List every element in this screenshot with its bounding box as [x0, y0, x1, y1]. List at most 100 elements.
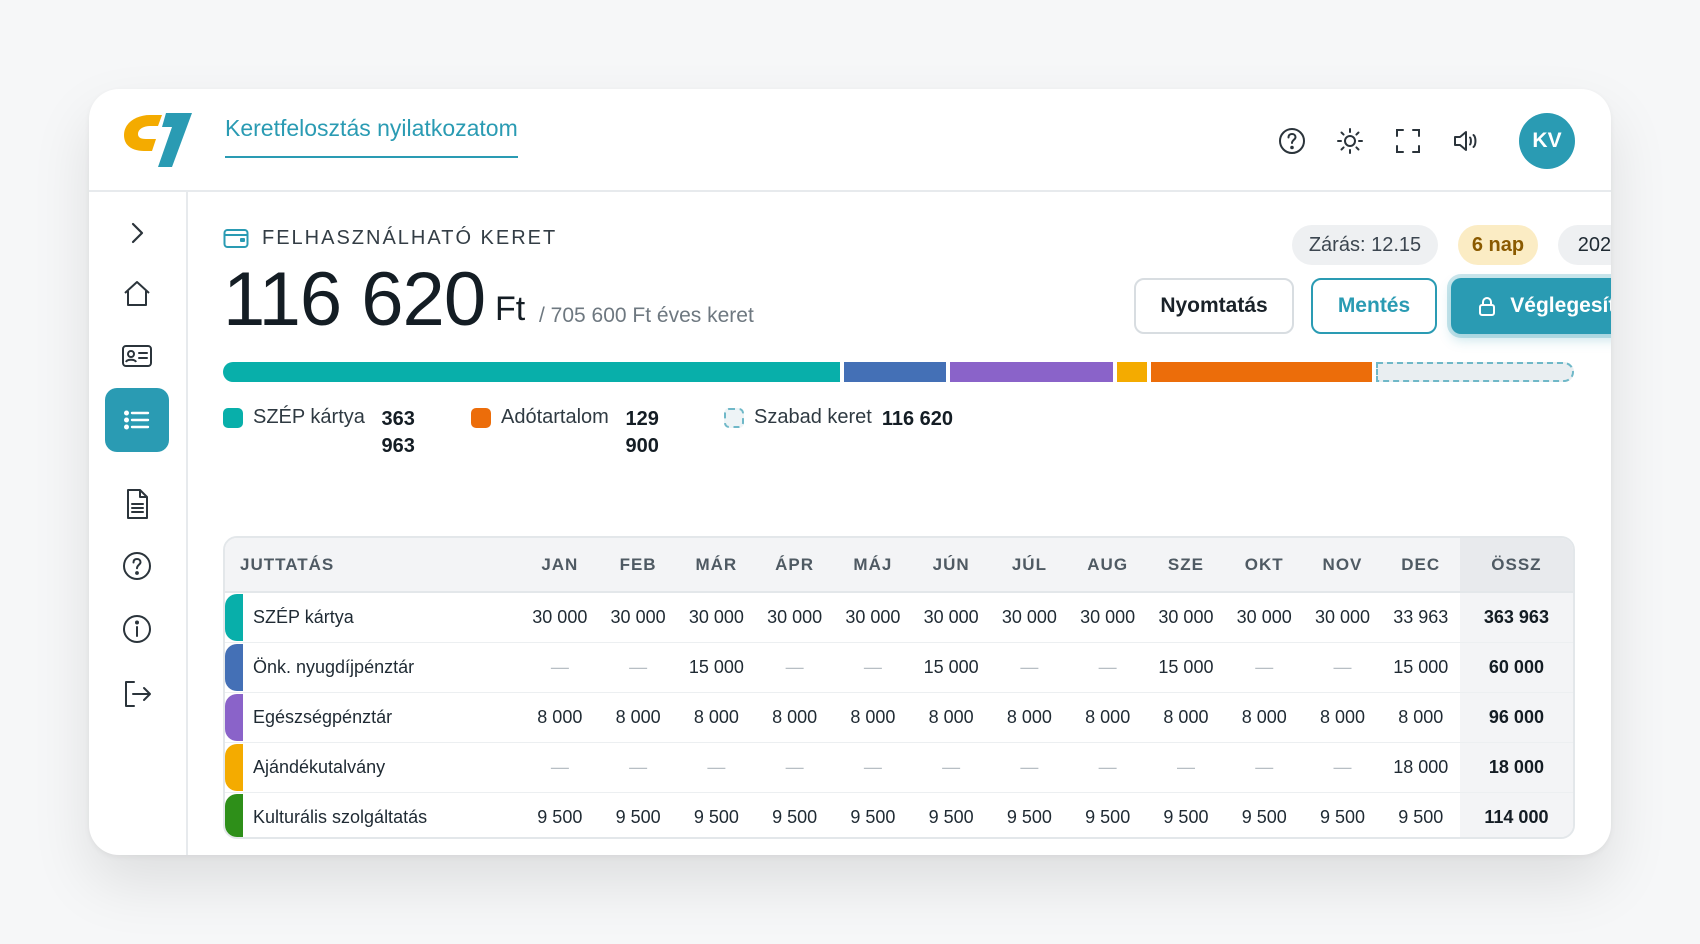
month-cell[interactable]: 9 500	[1398, 806, 1444, 827]
month-cell[interactable]: 8 000	[1398, 706, 1444, 727]
month-cell[interactable]: —	[863, 756, 882, 777]
month-cell[interactable]: —	[1098, 756, 1117, 777]
top-actions: KV	[1277, 113, 1575, 169]
month-cell[interactable]: 8 000	[1085, 706, 1131, 727]
column-header: JUTTATÁS	[240, 554, 335, 574]
table-row[interactable]: SZÉP kártya 30 000 30 000 30 000 30 000 30 00…	[225, 592, 1573, 642]
month-cell[interactable]: 8 000	[615, 706, 661, 727]
help-icon[interactable]	[1277, 126, 1307, 156]
available-amount-unit: Ft	[495, 290, 526, 328]
month-cell[interactable]: 30 000	[923, 606, 979, 627]
month-cell[interactable]: 9 500	[537, 806, 583, 827]
month-cell[interactable]: 30 000	[1001, 606, 1057, 627]
chevron-right-icon	[131, 222, 144, 244]
month-cell[interactable]: 30 000	[767, 606, 823, 627]
sidebar-item-list[interactable]	[105, 388, 169, 452]
month-cell[interactable]: 8 000	[928, 706, 974, 727]
month-cell[interactable]: 9 500	[1006, 806, 1052, 827]
month-cell[interactable]: 9 500	[1163, 806, 1209, 827]
month-cell[interactable]: 9 500	[928, 806, 974, 827]
column-header: JAN	[541, 554, 579, 574]
year-select-value: 2026	[1577, 233, 1611, 256]
help-icon	[123, 552, 151, 580]
month-cell[interactable]: 8 000	[1163, 706, 1209, 727]
month-cell[interactable]: 15 000	[1158, 656, 1214, 677]
month-cell[interactable]: —	[785, 756, 804, 777]
volume-icon[interactable]	[1451, 126, 1481, 156]
row-color-indicator	[225, 594, 243, 641]
month-cell[interactable]: 18 000	[1393, 756, 1449, 777]
month-cell[interactable]: 30 000	[845, 606, 901, 627]
row-total-cell: 96 000	[1459, 692, 1573, 742]
month-cell[interactable]: 9 500	[1241, 806, 1287, 827]
month-cell[interactable]: 8 000	[772, 706, 818, 727]
month-cell[interactable]: 9 500	[1085, 806, 1131, 827]
table-row[interactable]: Kulturális szolgáltatás 9 500 9 500 9 500 9 …	[225, 792, 1573, 837]
month-cell[interactable]: —	[629, 656, 648, 677]
column-header: NOV	[1322, 554, 1363, 574]
avatar[interactable]: KV	[1519, 113, 1575, 169]
month-cell[interactable]: 15 000	[1393, 656, 1449, 677]
sidebar-item-info[interactable]	[105, 597, 169, 661]
month-cell[interactable]: —	[1333, 656, 1352, 677]
row-color-indicator	[225, 643, 243, 691]
sidebar-item-home[interactable]	[105, 262, 169, 326]
month-cell[interactable]: 8 000	[850, 706, 896, 727]
month-cell[interactable]: 8 000	[537, 706, 583, 727]
month-cell[interactable]: 15 000	[688, 656, 744, 677]
month-cell[interactable]: 30 000	[1314, 606, 1370, 627]
month-cell[interactable]: 8 000	[1006, 706, 1052, 727]
month-cell[interactable]: —	[942, 756, 961, 777]
month-cell[interactable]: 9 500	[615, 806, 661, 827]
month-cell[interactable]: 30 000	[1158, 606, 1214, 627]
month-cell[interactable]: —	[1098, 656, 1117, 677]
finalize-button[interactable]: Véglegesítés	[1451, 278, 1611, 334]
month-cell[interactable]: —	[629, 756, 648, 777]
month-cell[interactable]: 30 000	[1080, 606, 1136, 627]
month-cell[interactable]: 30 000	[532, 606, 588, 627]
month-cell[interactable]: —	[1333, 756, 1352, 777]
month-cell[interactable]: 9 500	[850, 806, 896, 827]
month-cell[interactable]: —	[1020, 756, 1039, 777]
month-cell[interactable]: 33 963	[1393, 606, 1449, 627]
month-cell[interactable]: —	[1255, 756, 1274, 777]
month-cell[interactable]: 15 000	[923, 656, 979, 677]
page-title[interactable]: Keretfelosztás nyilatkozatom	[225, 115, 518, 158]
month-cell[interactable]: —	[550, 656, 569, 677]
month-cell[interactable]: —	[785, 656, 804, 677]
table-row[interactable]: Önk. nyugdíjpénztár — — 15 000 — — 15 000 — — 15 …	[225, 642, 1573, 692]
month-cell[interactable]: —	[1255, 656, 1274, 677]
month-cell[interactable]: 30 000	[1236, 606, 1292, 627]
month-cell[interactable]: 9 500	[772, 806, 818, 827]
legend-label: SZÉP kártya	[253, 406, 365, 428]
month-cell[interactable]: —	[707, 756, 726, 777]
month-cell[interactable]: 9 500	[693, 806, 739, 827]
sun-icon[interactable]	[1335, 126, 1365, 156]
print-button[interactable]: Nyomtatás	[1134, 278, 1294, 334]
sidebar-item-expand[interactable]	[105, 201, 169, 265]
month-cell[interactable]: 8 000	[1319, 706, 1365, 727]
month-cell[interactable]: 8 000	[693, 706, 739, 727]
sidebar-item-documents[interactable]	[105, 472, 169, 536]
month-cell[interactable]: 30 000	[610, 606, 666, 627]
column-header: OKT	[1244, 554, 1284, 574]
month-cell[interactable]: 8 000	[1241, 706, 1287, 727]
closing-date-badge: Zárás: 12.15	[1292, 225, 1438, 265]
save-button[interactable]: Mentés	[1311, 278, 1437, 334]
fullscreen-icon[interactable]	[1393, 126, 1423, 156]
table-row[interactable]: Egészségpénztár 8 000 8 000 8 000 8 000 8 000…	[225, 692, 1573, 742]
sidebar-item-help[interactable]	[105, 534, 169, 598]
list-icon	[123, 410, 150, 430]
year-select[interactable]: 2026 ▼	[1558, 225, 1611, 265]
benefit-name: Önk. nyugdíjpénztár	[253, 656, 415, 677]
month-cell[interactable]: —	[1020, 656, 1039, 677]
month-cell[interactable]: —	[550, 756, 569, 777]
table-row[interactable]: Ajándékutalvány — — — — — — — — — — — 18 000 18 000	[225, 742, 1573, 792]
sidebar-item-logout[interactable]	[105, 662, 169, 726]
month-cell[interactable]: 30 000	[688, 606, 744, 627]
benefit-name: Egészségpénztár	[253, 706, 393, 727]
month-cell[interactable]: —	[863, 656, 882, 677]
month-cell[interactable]: 9 500	[1319, 806, 1365, 827]
month-cell[interactable]: —	[1176, 756, 1195, 777]
sidebar-item-profile[interactable]	[105, 324, 169, 388]
